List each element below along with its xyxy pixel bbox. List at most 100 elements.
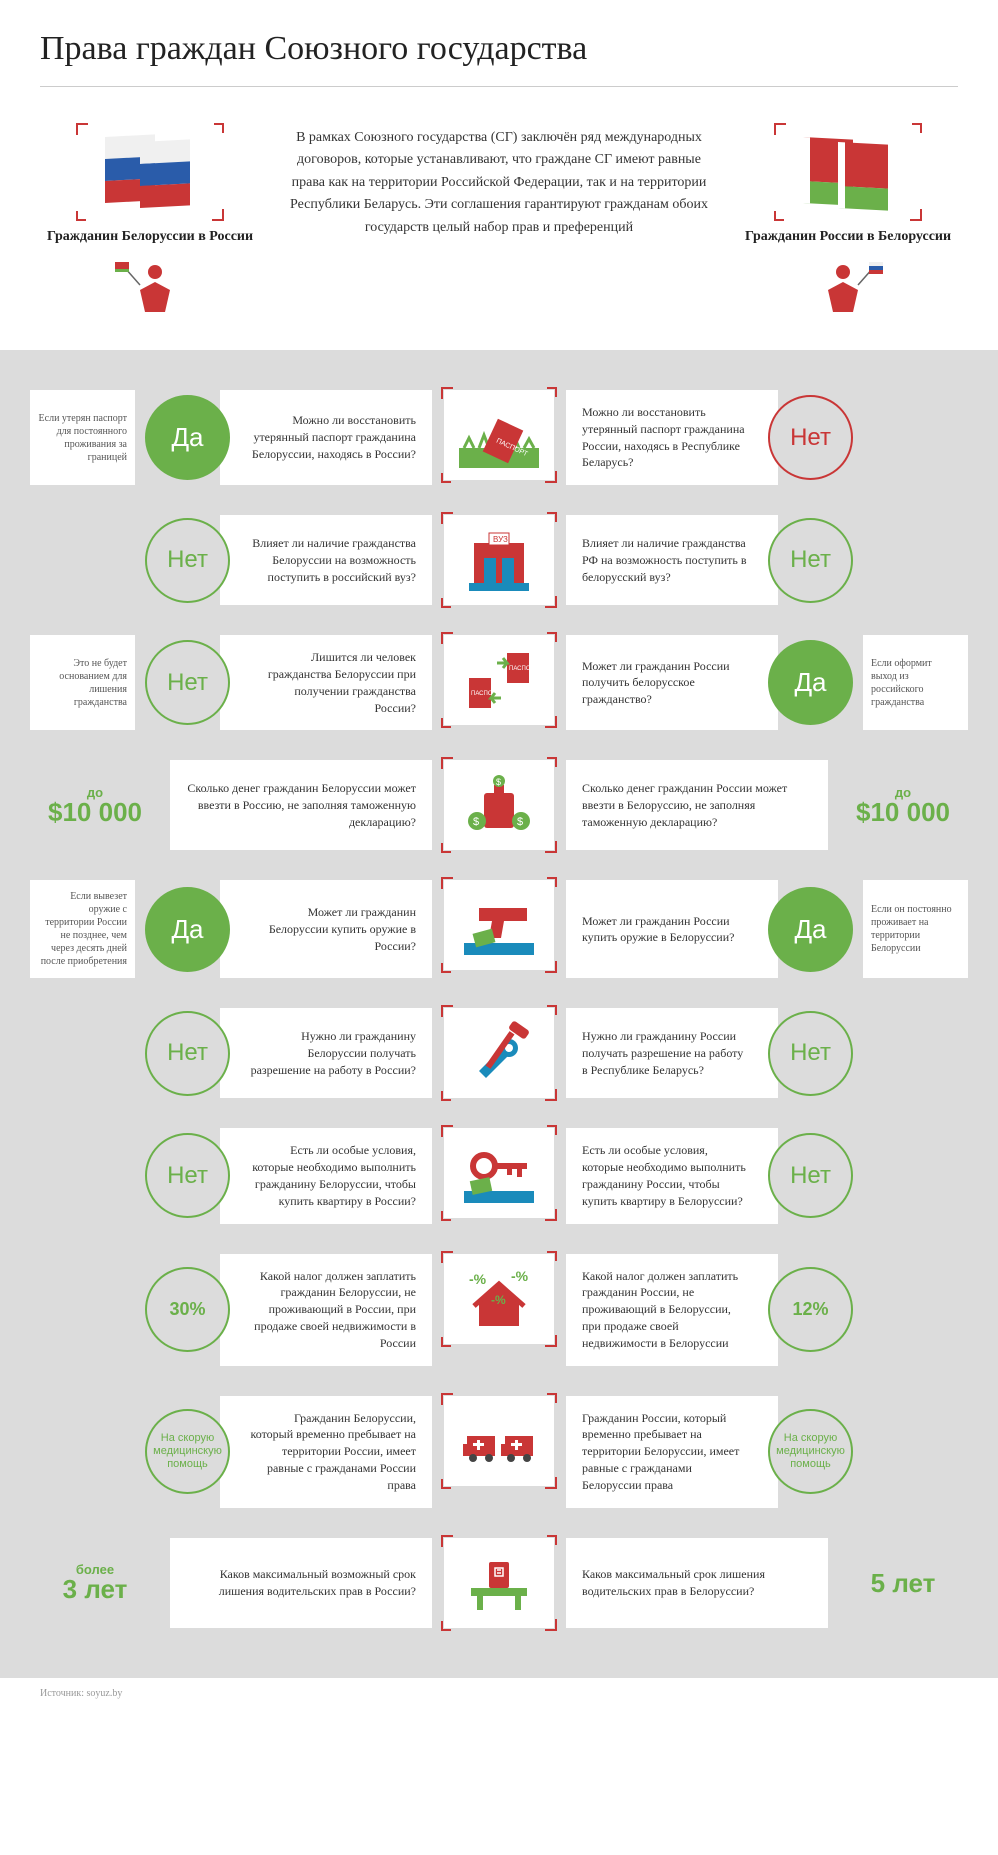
comparison-row: более3 лет Каков максимальный возможный … (30, 1538, 968, 1628)
comparison-side-left: НетНужно ли гражданину Белоруссии получа… (30, 1008, 432, 1098)
note-text: Это не будет основанием для лишения граж… (30, 635, 135, 730)
question-text: Есть ли особые условия, которые необходи… (220, 1128, 432, 1223)
gun-icon (444, 880, 554, 970)
tools-icon (444, 1008, 554, 1098)
svg-text:-%: -% (511, 1268, 529, 1284)
answer-badge: На скорую медицинскую помощь (768, 1409, 853, 1494)
note-text (30, 1396, 135, 1508)
license-icon (444, 1538, 554, 1628)
answer-badge: Нет (145, 640, 230, 725)
question-text: Может ли гражданин Белоруссии купить ору… (220, 880, 432, 978)
intro-left-label: Гражданин Белоруссии в России (40, 229, 260, 245)
svg-text:-%: -% (491, 1293, 506, 1307)
question-text: Какой налог должен заплатить гражданин Р… (566, 1254, 778, 1366)
note-text: Если оформит выход из российского гражда… (863, 635, 968, 730)
comparison-side-right: НетМожно ли восстановить утерянный паспо… (566, 390, 968, 485)
comparison-row: Нет Нужно ли гражданину Белоруссии получа… (30, 1008, 968, 1098)
intro-section: Гражданин Белоруссии в России В рамках С… (0, 107, 998, 350)
page-title: Права граждан Союзного государства (40, 30, 958, 87)
note-text: Если он постоянно проживает на территори… (863, 880, 968, 978)
comparison-side-right: 12%Какой налог должен заплатить граждани… (566, 1254, 968, 1366)
comparison-grid: Если утерян паспорт для постоянного прож… (0, 350, 998, 1678)
belarus-flag-icon (778, 127, 918, 217)
comparison-side-right: 5 лет Каков максимальный срок лишения во… (566, 1538, 968, 1628)
comparison-side-right: Если оформит выход из российского гражда… (566, 635, 968, 730)
question-text: Лишится ли человек гражданства Белорусси… (220, 635, 432, 730)
answer-badge: 12% (768, 1267, 853, 1352)
question-text: Какой налог должен заплатить гражданин Б… (220, 1254, 432, 1366)
note-text (30, 1128, 135, 1223)
value-badge: до$10 000 (30, 768, 160, 843)
answer-badge: Нет (145, 518, 230, 603)
question-text: Гражданин России, который временно пребы… (566, 1396, 778, 1508)
question-text: Нужно ли гражданину Белоруссии получать … (220, 1008, 432, 1098)
note-text (863, 1128, 968, 1223)
answer-badge: Нет (768, 518, 853, 603)
question-text: Нужно ли гражданину России получать разр… (566, 1008, 778, 1098)
person-with-russia-flag-icon (813, 260, 883, 315)
note-text (863, 515, 968, 605)
intro-left: Гражданин Белоруссии в России (40, 127, 260, 320)
comparison-side-right: НетНужно ли гражданину России получать р… (566, 1008, 968, 1098)
header: Права граждан Союзного государства (0, 0, 998, 107)
person-with-belarus-flag-icon (115, 260, 185, 315)
university-icon: ВУЗ (444, 515, 554, 605)
intro-right-label: Гражданин России в Белоруссии (738, 229, 958, 245)
comparison-row: Если вывезет оружие с территории России … (30, 880, 968, 978)
value-badge: до$10 000 (838, 768, 968, 843)
value-badge: 5 лет (838, 1545, 968, 1620)
answer-badge: Нет (768, 395, 853, 480)
passport-grass-icon: ПАСПОРТ (444, 390, 554, 480)
comparison-side-right: Если он постоянно проживает на территори… (566, 880, 968, 978)
answer-badge: На скорую медицинскую помощь (145, 1409, 230, 1494)
svg-text:$: $ (517, 816, 523, 828)
value-badge: более3 лет (30, 1545, 160, 1620)
question-text: Гражданин Белоруссии, который временно п… (220, 1396, 432, 1508)
comparison-row: до$10 000 Сколько денег гражданин Белору… (30, 760, 968, 850)
svg-text:ВУЗ: ВУЗ (493, 535, 508, 544)
ambulance-icon (444, 1396, 554, 1486)
question-text: Можно ли восстановить утерянный паспорт … (566, 390, 778, 485)
answer-badge: Да (768, 887, 853, 972)
note-text (30, 515, 135, 605)
house-percent-icon: -%-%-% (444, 1254, 554, 1344)
comparison-side-left: НетВлияет ли наличие гражданства Белорус… (30, 515, 432, 605)
comparison-side-left: 30%Какой налог должен заплатить граждани… (30, 1254, 432, 1366)
comparison-side-left: более3 лет Каков максимальный возможный … (30, 1538, 432, 1628)
note-text: Если утерян паспорт для постоянного прож… (30, 390, 135, 485)
comparison-side-left: Это не будет основанием для лишения граж… (30, 635, 432, 730)
comparison-side-right: На скорую медицинскую помощьГражданин Ро… (566, 1396, 968, 1508)
note-text (863, 1008, 968, 1098)
question-text: Может ли гражданин России получить белор… (566, 635, 778, 730)
answer-badge: Нет (768, 1011, 853, 1096)
intro-text: В рамках Союзного государства (СГ) заклю… (289, 127, 709, 239)
note-text (863, 1396, 968, 1508)
note-text (30, 1008, 135, 1098)
passport-swap-icon: ПАСПОРТПАСПОРТ (444, 635, 554, 725)
question-text: Можно ли восстановить утерянный паспорт … (220, 390, 432, 485)
comparison-row: НетВлияет ли наличие гражданства Белорус… (30, 515, 968, 605)
note-text (863, 390, 968, 485)
russia-flag-icon (80, 127, 220, 217)
key-icon (444, 1128, 554, 1218)
question-text: Сколько денег гражданин России может вве… (566, 760, 828, 850)
question-text: Каков максимальный возможный срок лишени… (170, 1538, 432, 1628)
comparison-side-left: Если вывезет оружие с территории России … (30, 880, 432, 978)
svg-text:$: $ (496, 777, 501, 787)
answer-badge: 30% (145, 1267, 230, 1352)
svg-text:ПАСПОРТ: ПАСПОРТ (509, 666, 538, 672)
comparison-side-right: до$10 000 Сколько денег гражданин России… (566, 760, 968, 850)
comparison-side-left: до$10 000 Сколько денег гражданин Белору… (30, 760, 432, 850)
comparison-row: На скорую медицинскую помощьГражданин Бе… (30, 1396, 968, 1508)
comparison-side-left: Если утерян паспорт для постоянного прож… (30, 390, 432, 485)
intro-right: Гражданин России в Белоруссии (738, 127, 958, 320)
answer-badge: Нет (768, 1133, 853, 1218)
question-text: Влияет ли наличие гражданства Белоруссии… (220, 515, 432, 605)
comparison-side-left: На скорую медицинскую помощьГражданин Бе… (30, 1396, 432, 1508)
question-text: Каков максимальный срок лишения водитель… (566, 1538, 828, 1628)
source-footer: Источник: soyuz.by (0, 1678, 998, 1719)
comparison-row: Если утерян паспорт для постоянного прож… (30, 390, 968, 485)
question-text: Может ли гражданин России купить оружие … (566, 880, 778, 978)
comparison-row: Нет Есть ли особые условия, которые необх… (30, 1128, 968, 1223)
note-text (863, 1254, 968, 1366)
